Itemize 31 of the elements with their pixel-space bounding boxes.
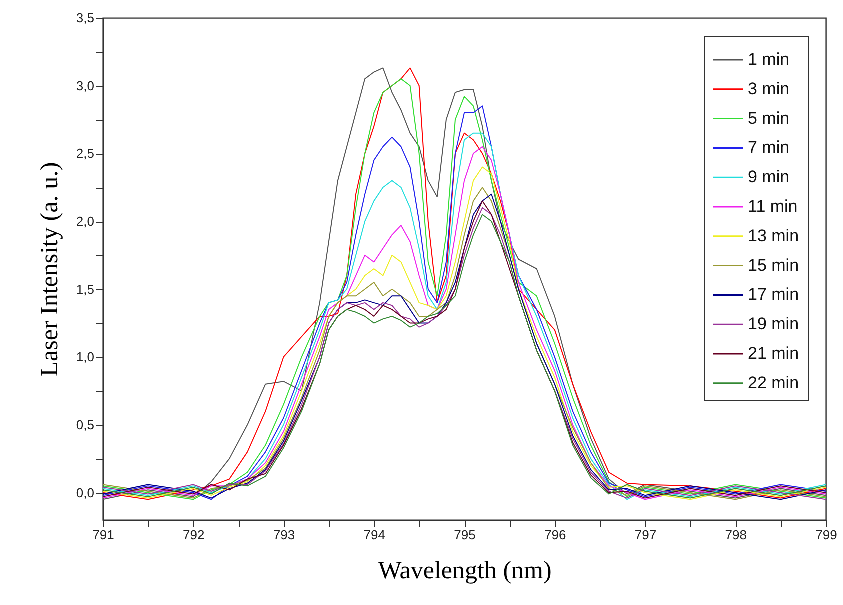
legend-label: 9 min [748,168,790,187]
x-tick-label: 795 [454,528,476,542]
x-axis-title: Wavelength (nm) [378,558,552,584]
legend-label: 21 min [748,344,800,363]
y-tick-label: 2,5 [76,146,94,162]
x-tick-label: 798 [725,528,747,542]
legend-label: 1 min [748,50,790,69]
x-tick-label: 796 [544,528,566,542]
x-tick-label: 793 [273,528,296,542]
y-tick-label: 3,0 [76,78,94,94]
y-tick-label: 0,0 [76,485,94,500]
x-tick-label: 791 [92,528,114,542]
legend-label: 3 min [748,79,790,98]
legend-label: 22 min [748,373,800,392]
legend-label: 19 min [748,314,800,334]
y-axis-title: Laser Intensity (a. u.) [36,162,64,377]
legend-label: 15 min [748,256,800,275]
legend-label: 5 min [748,108,790,128]
legend-label: 17 min [748,285,800,304]
legend-label: 13 min [748,226,800,246]
y-tick-label: 2,0 [76,214,94,230]
x-tick-label: 792 [183,528,205,542]
x-tick-label: 799 [816,528,838,542]
y-tick-label: 0,5 [76,418,94,433]
legend-label: 7 min [748,138,790,158]
y-tick-label: 3,5 [76,10,94,26]
x-tick-label: 797 [634,528,657,542]
y-tick-label: 1,5 [76,282,94,297]
x-tick-label: 794 [364,528,386,542]
y-tick-label: 1,0 [76,350,94,365]
legend-label: 11 min [748,197,798,216]
